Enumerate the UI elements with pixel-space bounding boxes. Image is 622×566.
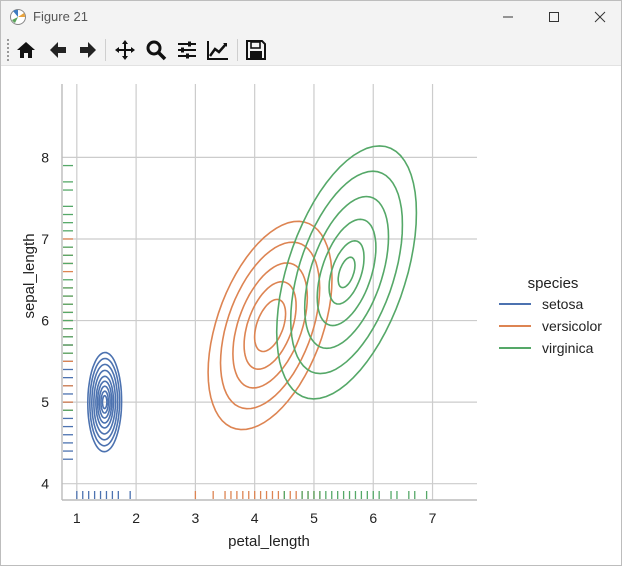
virginica-contour bbox=[275, 145, 418, 400]
subplots-icon bbox=[178, 41, 196, 59]
minimize-icon bbox=[503, 16, 513, 18]
save-button[interactable] bbox=[243, 37, 269, 63]
title-bar: Figure 21 bbox=[1, 1, 621, 33]
y-tick-label: 8 bbox=[41, 149, 49, 165]
versicolor-contour bbox=[232, 262, 309, 389]
virginica-contour bbox=[303, 195, 390, 350]
y-tick-label: 7 bbox=[41, 231, 49, 247]
toolbar-grip bbox=[7, 39, 11, 61]
x-tick-label: 3 bbox=[191, 510, 199, 526]
setosa-contour bbox=[95, 375, 115, 429]
toolbar-separator bbox=[237, 39, 238, 61]
x-tick-label: 4 bbox=[251, 510, 259, 526]
setosa-contour bbox=[101, 394, 108, 410]
home-button[interactable] bbox=[13, 37, 39, 63]
versicolor-contour bbox=[207, 220, 333, 431]
forward-button[interactable] bbox=[75, 37, 101, 63]
pan-icon bbox=[115, 40, 135, 60]
maximize-button[interactable] bbox=[531, 1, 577, 33]
maximize-icon bbox=[549, 12, 559, 22]
figure-canvas[interactable]: 1 2 3 4 5 6 7 4 5 6 7 8 petal_length sepal_length s… bbox=[1, 66, 621, 564]
x-tick-label: 7 bbox=[429, 510, 437, 526]
zoom-button[interactable] bbox=[143, 37, 169, 63]
versicolor-contour bbox=[253, 298, 287, 353]
setosa-contour bbox=[96, 380, 113, 424]
versicolor-contour bbox=[219, 241, 321, 410]
x-tick-label: 2 bbox=[132, 510, 140, 526]
setosa-contour bbox=[86, 351, 123, 453]
back-button[interactable] bbox=[45, 37, 71, 63]
tick-labels: 1 2 3 4 5 6 7 4 5 6 7 8 bbox=[41, 149, 436, 526]
setosa-contour bbox=[90, 363, 119, 441]
window-title: Figure 21 bbox=[33, 9, 88, 24]
setosa-contour bbox=[100, 390, 110, 414]
x-tick-label: 5 bbox=[310, 510, 318, 526]
rug-marks bbox=[63, 164, 428, 499]
save-icon bbox=[246, 40, 266, 60]
close-button[interactable] bbox=[577, 1, 622, 33]
y-tick-label: 6 bbox=[41, 313, 49, 329]
customize-button[interactable] bbox=[205, 37, 231, 63]
forward-arrow-icon bbox=[80, 42, 96, 58]
x-axis-label: petal_length bbox=[228, 533, 310, 550]
home-icon bbox=[17, 42, 35, 58]
customize-icon bbox=[207, 41, 228, 60]
legend-label-virginica: virginica bbox=[542, 340, 594, 356]
y-tick-label: 5 bbox=[41, 394, 49, 410]
legend-label-setosa: setosa bbox=[542, 296, 583, 312]
legend: species setosa versicolor virginica bbox=[499, 275, 602, 356]
virginica-contour bbox=[289, 170, 404, 375]
kde-contours bbox=[86, 145, 418, 453]
minimize-button[interactable] bbox=[485, 1, 531, 33]
close-icon bbox=[594, 11, 606, 23]
back-arrow-icon bbox=[50, 42, 66, 58]
setosa-contour bbox=[93, 369, 117, 435]
navigation-toolbar bbox=[1, 33, 621, 66]
setosa-contour bbox=[88, 357, 121, 447]
subplots-button[interactable] bbox=[174, 37, 200, 63]
virginica-contour bbox=[316, 218, 377, 327]
axes bbox=[61, 84, 477, 501]
legend-title: species bbox=[528, 275, 579, 292]
x-tick-label: 1 bbox=[73, 510, 81, 526]
toolbar-separator bbox=[105, 39, 106, 61]
legend-label-versicolor: versicolor bbox=[542, 318, 602, 334]
setosa-contour bbox=[98, 385, 111, 419]
zoom-icon bbox=[146, 40, 167, 61]
versicolor-contour bbox=[243, 280, 297, 371]
pan-button[interactable] bbox=[112, 37, 138, 63]
y-axis-label: sepal_length bbox=[21, 233, 38, 318]
y-tick-label: 4 bbox=[41, 476, 49, 492]
virginica-contour bbox=[337, 256, 356, 289]
matplotlib-app-icon bbox=[10, 9, 26, 25]
x-tick-label: 6 bbox=[369, 510, 377, 526]
virginica-contour bbox=[328, 239, 365, 305]
grid bbox=[62, 84, 477, 500]
